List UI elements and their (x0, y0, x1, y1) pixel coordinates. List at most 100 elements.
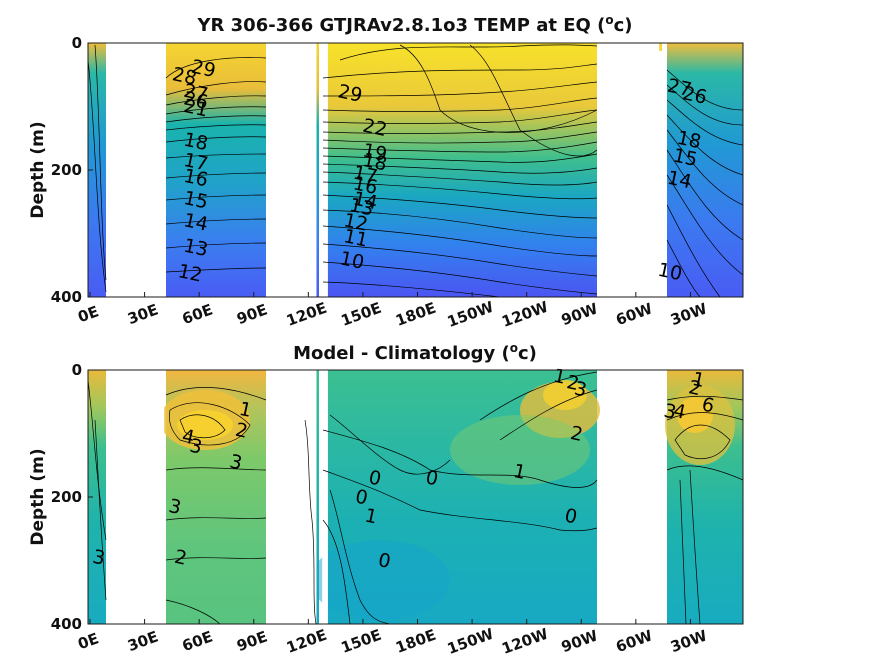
x-tick-label: 90E (234, 301, 269, 329)
x-tick-label: 150E (339, 626, 384, 656)
contour-label: 11 (342, 225, 370, 252)
land-mask (621, 43, 660, 297)
contour-label: 26 (681, 82, 709, 109)
x-tick-label: 60E (180, 628, 215, 656)
y-tick-label: 0 (72, 361, 82, 379)
contour-label: 17 (351, 162, 379, 189)
contour-label: 1 (511, 460, 527, 484)
contour-label: 3 (228, 451, 244, 475)
x-tick-label: 120E (284, 626, 329, 656)
contour-label: 14 (665, 167, 693, 194)
land-mask (107, 43, 165, 297)
contour-label: 1 (551, 365, 567, 389)
land-mask (621, 370, 660, 624)
contour-label: 12 (176, 260, 204, 287)
x-axis: 0E 30E 60E 90E 120E 150E 180E 150W 120W 90W 60W 30W (75, 292, 710, 331)
contour-label: 18 (675, 127, 703, 154)
contour-label: 16 (351, 172, 379, 199)
contour-label: 1 (690, 368, 706, 392)
y-axis: 0 200 400 (51, 361, 93, 633)
anomaly-field (88, 370, 743, 624)
contour-label: 15 (182, 187, 210, 214)
x-tick-label: 0E (75, 629, 101, 653)
x-tick-label: 180E (393, 299, 438, 330)
contour-label: 0 (376, 549, 392, 573)
contour-label: 28 (170, 63, 198, 90)
x-tick-label: 90W (559, 626, 601, 656)
contour-label: 2 (687, 376, 703, 400)
x-tick-label: 30E (125, 628, 160, 656)
contour-label: 1 (363, 505, 379, 529)
contour-label: 2 (233, 419, 249, 443)
contour-label: 0 (367, 466, 383, 490)
anomaly-contours (87, 371, 744, 625)
temperature-field (88, 43, 743, 297)
contour-label: 16 (182, 165, 210, 192)
contour-label: 3 (662, 400, 678, 424)
x-tick-label: 30W (668, 299, 710, 329)
contour-label: 29 (336, 80, 364, 107)
contour-label: 26 (182, 87, 210, 114)
x-tick-label: 90E (234, 628, 269, 656)
contour-label: 3 (188, 435, 204, 459)
contour-label: 17 (182, 149, 210, 176)
contour-label: 10 (338, 247, 366, 274)
x-tick-label: 30E (125, 301, 160, 329)
y-axis-label: Depth (m) (28, 121, 48, 218)
contour-label: 13 (182, 235, 210, 262)
y-tick-label: 400 (51, 615, 82, 633)
y-tick-label: 400 (51, 288, 82, 306)
contour-label: 27 (182, 80, 210, 107)
contour-label: 6 (700, 393, 716, 417)
contour-label: 4 (671, 400, 687, 424)
x-tick-label: 120W (499, 298, 551, 331)
contour-label: 14 (351, 188, 379, 215)
x-tick-label: 150E (339, 299, 384, 330)
contour-label: 4 (180, 425, 196, 449)
x-tick-label: 60E (180, 301, 215, 329)
contour-label: 3 (167, 495, 183, 519)
x-tick-label: 0E (75, 302, 101, 326)
contour-label: 0 (424, 466, 440, 490)
contour-label: 18 (361, 149, 389, 176)
land-mask (274, 43, 317, 297)
contour-label: 29 (189, 56, 217, 83)
x-tick-label: 150W (445, 298, 497, 331)
contour-label: 3 (572, 378, 588, 402)
land-mask (274, 370, 317, 624)
x-tick-label: 30W (668, 626, 710, 656)
y-tick-label: 0 (72, 34, 82, 52)
contour-label: 15 (671, 145, 699, 172)
land-mask (322, 370, 328, 624)
contour-label: 14 (182, 209, 210, 236)
panel-anomaly: Model - Climatology (oc) (28, 341, 744, 656)
panel-title: Model - Climatology (oc) (293, 341, 537, 364)
land-mask (322, 43, 328, 297)
land-mask (107, 370, 165, 624)
contour-label: 21 (182, 95, 210, 122)
contour-label: 3 (91, 546, 107, 570)
contour-label: 0 (353, 485, 369, 509)
x-tick-label: 60W (613, 299, 655, 329)
y-tick-label: 200 (51, 161, 82, 179)
contour-label: 2 (565, 371, 581, 395)
contour-label: 18 (182, 129, 210, 156)
x-tick-label: 60W (613, 626, 655, 656)
isotherm-contours (87, 44, 744, 298)
panel-title: YR 306-366 GTJRAv2.8.1o3 TEMP at EQ (oc) (197, 13, 633, 36)
contour-label: 19 (361, 139, 389, 166)
y-tick-label: 200 (51, 488, 82, 506)
contour-labels: 2928272621181716151413122922191817161413… (170, 56, 709, 287)
contour-label: 10 (656, 259, 684, 286)
x-tick-label: 90W (559, 299, 601, 329)
y-axis-label: Depth (m) (28, 448, 48, 545)
x-axis: 0E 30E 60E 90E 120E 150E 180E 150W 120W 90W 60W 30W (75, 619, 710, 656)
x-tick-label: 120W (499, 625, 551, 656)
x-tick-label: 150W (445, 625, 497, 656)
contour-label: 22 (361, 115, 389, 142)
contour-label: 1 (237, 398, 253, 422)
contour-label: 27 (665, 75, 693, 102)
x-tick-label: 120E (284, 299, 329, 330)
